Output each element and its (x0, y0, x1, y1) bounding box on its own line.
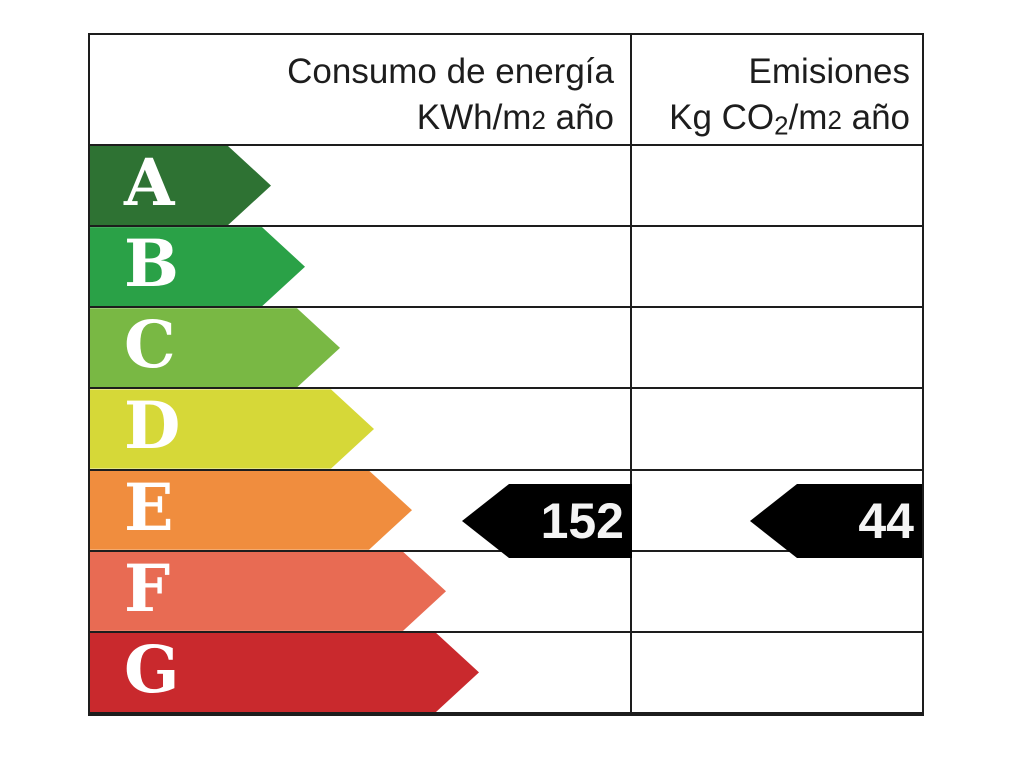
rating-letter-c: C (124, 307, 176, 384)
rating-bar-a: A (90, 146, 271, 225)
rating-letter-a: A (124, 145, 175, 222)
emissions-unit: Kg CO2/m2 año (630, 95, 910, 150)
rating-row-f: F (90, 552, 922, 633)
rating-row-e: E (90, 471, 922, 552)
rating-letter-f: F (124, 550, 171, 627)
rating-row-d: D (90, 389, 922, 471)
emissions-title: Emisiones (748, 52, 910, 91)
unit-text: año (545, 98, 614, 137)
rating-row-a: A (90, 146, 922, 228)
rating-row-b: B (90, 227, 922, 309)
rating-bar-c: C (90, 308, 340, 387)
rating-bar-d: D (90, 389, 374, 468)
rating-row-g: G (90, 633, 922, 714)
emissions-value: 44 (858, 493, 914, 549)
rating-letter-d: D (124, 388, 181, 465)
consumption-unit: KWh/m2 año (90, 95, 614, 144)
rating-letter-e: E (124, 469, 174, 546)
energy-rating-table: Consumo de energía KWh/m2 año Emisiones … (88, 33, 924, 716)
unit-text: año (841, 98, 910, 137)
table-header: Consumo de energía KWh/m2 año Emisiones … (90, 35, 922, 146)
unit-text: Kg CO (669, 98, 775, 137)
consumption-value: 152 (540, 493, 624, 549)
rating-bar-b: B (90, 227, 305, 306)
rating-letter-b: B (124, 226, 179, 303)
rating-row-c: C (90, 308, 922, 390)
unit-exponent: 2 (827, 107, 842, 135)
rating-letter-g: G (124, 631, 180, 708)
rating-rows: A B C D E (90, 146, 922, 714)
consumption-title: Consumo de energía (287, 52, 614, 91)
consumption-header: Consumo de energía KWh/m2 año (90, 35, 630, 144)
rating-bar-g: G (90, 633, 479, 712)
unit-subscript: 2 (774, 112, 789, 141)
emissions-header: Emisiones Kg CO2/m2 año (630, 35, 922, 144)
rating-bar-e: E (90, 471, 412, 550)
column-divider (630, 35, 632, 714)
unit-exponent: 2 (531, 107, 546, 135)
unit-text: KWh/m (416, 98, 532, 137)
unit-text: /m (788, 98, 828, 137)
rating-bar-f: F (90, 552, 446, 631)
